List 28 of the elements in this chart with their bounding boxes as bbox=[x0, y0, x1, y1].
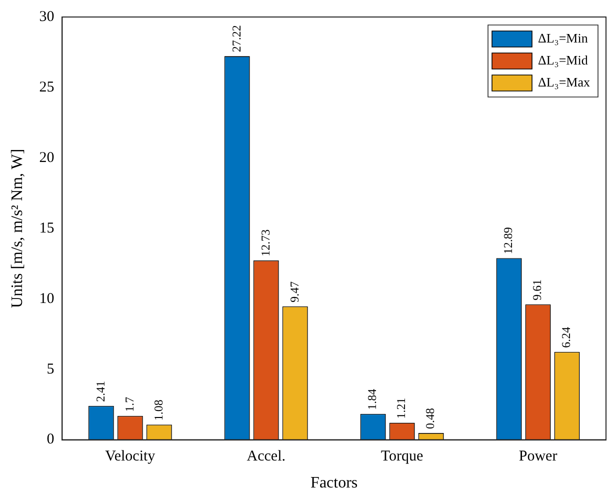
y-axis-title: Units [m/s, m/s² Nm, W] bbox=[8, 148, 26, 308]
data-label: 1.08 bbox=[151, 400, 166, 421]
x-tick-label: Accel. bbox=[246, 448, 286, 465]
y-tick-label: 30 bbox=[39, 8, 54, 25]
data-label: 2.41 bbox=[93, 380, 108, 402]
legend-label: ΔL₃=Min bbox=[538, 30, 588, 46]
data-label: 1.7 bbox=[122, 396, 136, 412]
data-label: 12.73 bbox=[258, 229, 272, 256]
x-tick-label: Torque bbox=[380, 448, 424, 465]
data-label: 12.89 bbox=[501, 227, 516, 254]
x-axis-title: Factors bbox=[310, 474, 358, 492]
data-label: 9.61 bbox=[530, 279, 544, 300]
data-label: 9.47 bbox=[287, 281, 302, 302]
data-label: 6.24 bbox=[559, 326, 574, 348]
data-label: 1.84 bbox=[365, 388, 380, 410]
legend-label: ΔL₃=Max bbox=[538, 74, 590, 90]
y-tick-label: 10 bbox=[39, 290, 54, 307]
y-tick-label: 5 bbox=[46, 361, 54, 378]
x-tick-label: Velocity bbox=[105, 448, 156, 465]
data-label: 0.48 bbox=[423, 408, 438, 430]
x-tick-label: Power bbox=[518, 448, 558, 465]
y-tick-label: 15 bbox=[39, 220, 54, 236]
data-label: 1.21 bbox=[394, 398, 408, 419]
y-tick-label: 20 bbox=[39, 150, 54, 166]
y-tick-label: 25 bbox=[39, 79, 54, 96]
data-label: 27.22 bbox=[229, 25, 244, 52]
y-tick-label: 0 bbox=[46, 432, 54, 448]
legend-label: ΔL₃=Mid bbox=[538, 52, 588, 68]
